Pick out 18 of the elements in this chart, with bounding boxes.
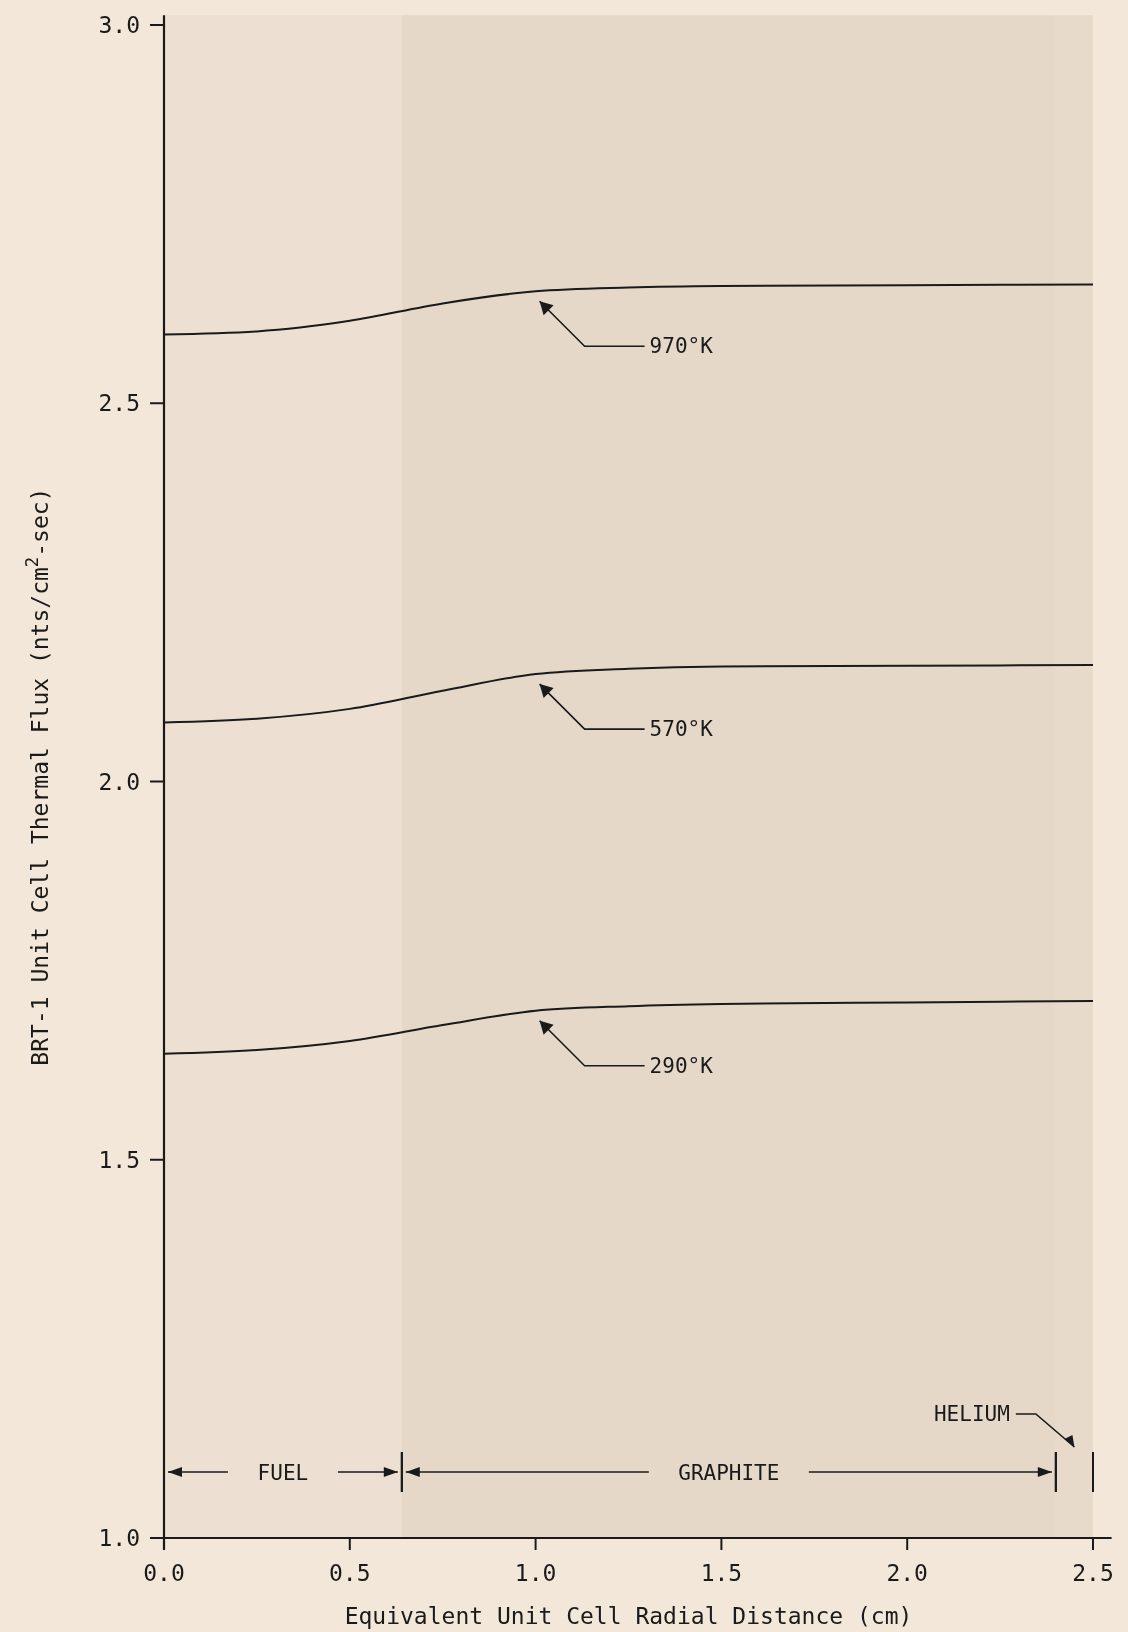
x-tick-label: 0.0: [143, 1560, 185, 1586]
x-tick-label: 2.0: [886, 1560, 928, 1586]
y-tick-label: 1.0: [98, 1525, 140, 1551]
y-tick-label: 1.5: [98, 1146, 140, 1173]
x-axis-title: Equivalent Unit Cell Radial Distance (cm): [344, 1603, 913, 1629]
y-tick-label: 3.0: [98, 12, 140, 38]
x-tick-label: 2.5: [1072, 1560, 1114, 1586]
text: 290°K: [649, 1053, 714, 1078]
x-tick-label: 1.5: [700, 1560, 743, 1586]
band-label: GRAPHITE: [678, 1461, 780, 1485]
text: 970°K: [649, 334, 714, 359]
band-label: FUEL: [257, 1461, 309, 1485]
y-tick-label: 2.5: [98, 390, 140, 417]
text: 570°K: [649, 717, 714, 742]
y-tick-label: 2.0: [98, 768, 140, 795]
x-tick-label: 0.5: [329, 1560, 371, 1586]
x-tick-label: 1.0: [514, 1560, 557, 1586]
band-label: HELIUM: [933, 1402, 1010, 1426]
